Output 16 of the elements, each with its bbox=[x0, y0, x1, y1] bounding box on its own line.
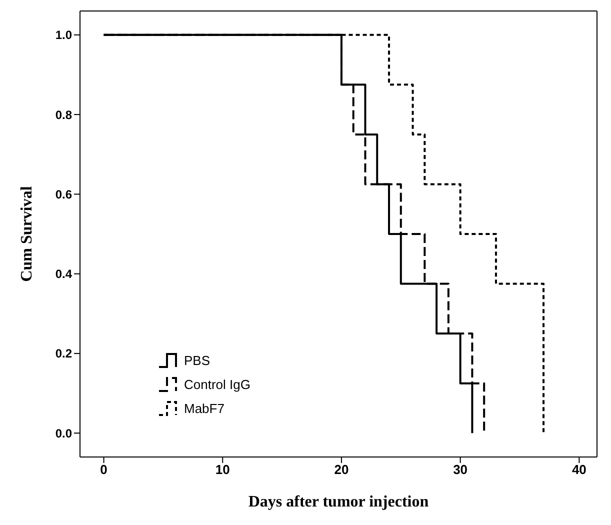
legend-label: Control IgG bbox=[184, 376, 250, 392]
x-tick-label: 10 bbox=[215, 462, 230, 478]
y-tick-label: 0.8 bbox=[55, 108, 72, 122]
y-tick-label: 0.2 bbox=[55, 346, 72, 361]
y-tick-label: 0.6 bbox=[55, 187, 72, 202]
x-axis-title: Days after tumor injection bbox=[248, 493, 429, 510]
x-tick-label: 40 bbox=[572, 462, 586, 478]
y-axis-title: Cum Survival bbox=[18, 186, 36, 282]
y-tick-label: 1.0 bbox=[55, 28, 72, 42]
legend-label: PBS bbox=[184, 352, 210, 368]
legend-label: MabF7 bbox=[184, 400, 224, 416]
y-tick-label: 0.4 bbox=[55, 267, 72, 282]
x-tick-label: 20 bbox=[334, 462, 349, 478]
x-tick-label: 30 bbox=[453, 462, 468, 478]
y-tick-label: 0.0 bbox=[55, 426, 72, 440]
x-tick-label: 0 bbox=[100, 462, 108, 478]
